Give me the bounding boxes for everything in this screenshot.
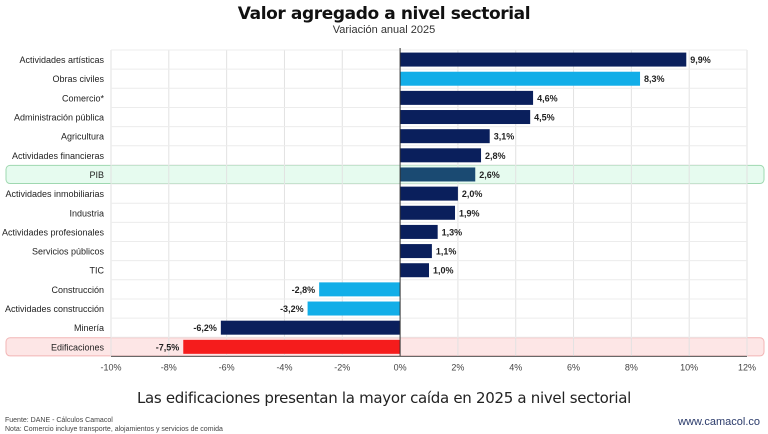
bar — [400, 129, 490, 144]
category-label: Agricultura — [61, 132, 104, 142]
x-tick-label: 10% — [680, 362, 698, 372]
data-label: 2,0% — [462, 189, 483, 199]
bar — [400, 148, 482, 163]
bar — [400, 186, 458, 201]
bar — [400, 224, 438, 239]
x-tick-label: -8% — [161, 362, 177, 372]
bar — [400, 263, 429, 278]
category-label: TIC — [90, 266, 105, 276]
x-tick-label: 2% — [451, 362, 464, 372]
data-label: 1,0% — [433, 266, 454, 276]
data-label: 9,9% — [690, 55, 711, 65]
bar — [400, 52, 687, 67]
category-label: Comercio* — [62, 93, 105, 103]
bar — [220, 320, 401, 335]
bars-layer — [183, 52, 687, 354]
bar — [400, 205, 456, 220]
data-label: 4,5% — [534, 113, 555, 123]
chart-title: Valor agregado a nivel sectorial — [237, 4, 531, 24]
bar — [183, 339, 401, 354]
website-link[interactable]: www.camacol.co — [678, 416, 760, 428]
data-label: 1,9% — [459, 208, 480, 218]
x-tick-label: -10% — [100, 362, 121, 372]
labels-layer: Actividades artísticas 9,9% Obras civiles 8… — [2, 55, 711, 352]
data-label: 2,6% — [479, 170, 500, 180]
category-label: Industria — [69, 208, 104, 218]
category-label: Actividades construcción — [5, 304, 104, 314]
data-label: 2,8% — [485, 151, 506, 161]
data-label: 1,1% — [436, 247, 457, 257]
category-label: Administración pública — [14, 113, 104, 123]
category-label: Actividades inmobiliarias — [5, 189, 104, 199]
chart-caption: Las edificaciones presentan la mayor caí… — [136, 389, 632, 407]
x-tick-label: 4% — [509, 362, 522, 372]
bar — [400, 90, 534, 105]
data-label: 1,3% — [442, 227, 463, 237]
data-label: 4,6% — [537, 93, 558, 103]
highlight-row-pib — [5, 164, 765, 185]
axis-layer: -10% -8% -6% -4% -2% 0% 2% 4% 6% 8% 10% 12% — [100, 48, 756, 372]
bar — [400, 71, 641, 86]
x-tick-label: -4% — [276, 362, 292, 372]
bar — [400, 244, 432, 259]
x-tick-label: 12% — [738, 362, 756, 372]
bar — [400, 110, 531, 125]
source-note: Fuente: DANE - Cálculos Camacol Nota: Co… — [5, 416, 223, 434]
bar — [307, 301, 401, 316]
source-text: Fuente: DANE - Cálculos Camacol — [5, 417, 113, 424]
category-label: Construcción — [51, 285, 104, 295]
category-label: Obras civiles — [52, 74, 104, 84]
data-label: -7,5% — [156, 342, 180, 352]
category-label: Actividades financieras — [12, 151, 105, 161]
data-label: 8,3% — [644, 74, 665, 84]
x-tick-label: -6% — [219, 362, 235, 372]
bar — [319, 282, 401, 297]
category-label: Edificaciones — [51, 342, 105, 352]
data-label: 3,1% — [494, 132, 515, 142]
category-label: Minería — [74, 323, 104, 333]
bar — [400, 167, 476, 182]
data-label: -6,2% — [193, 323, 217, 333]
x-tick-label: 6% — [567, 362, 580, 372]
category-label: Actividades profesionales — [2, 227, 105, 237]
data-label: -2,8% — [292, 285, 316, 295]
category-label: PIB — [89, 170, 104, 180]
note-text: Nota: Comercio incluye transporte, aloja… — [5, 426, 223, 433]
x-tick-label: 0% — [394, 362, 407, 372]
chart-subtitle: Variación anual 2025 — [332, 24, 436, 36]
category-label: Servicios públicos — [32, 247, 105, 257]
x-tick-label: 8% — [625, 362, 638, 372]
x-tick-label: -2% — [334, 362, 350, 372]
category-label: Actividades artísticas — [19, 55, 104, 65]
grid-layer — [110, 49, 748, 357]
data-label: -3,2% — [280, 304, 304, 314]
